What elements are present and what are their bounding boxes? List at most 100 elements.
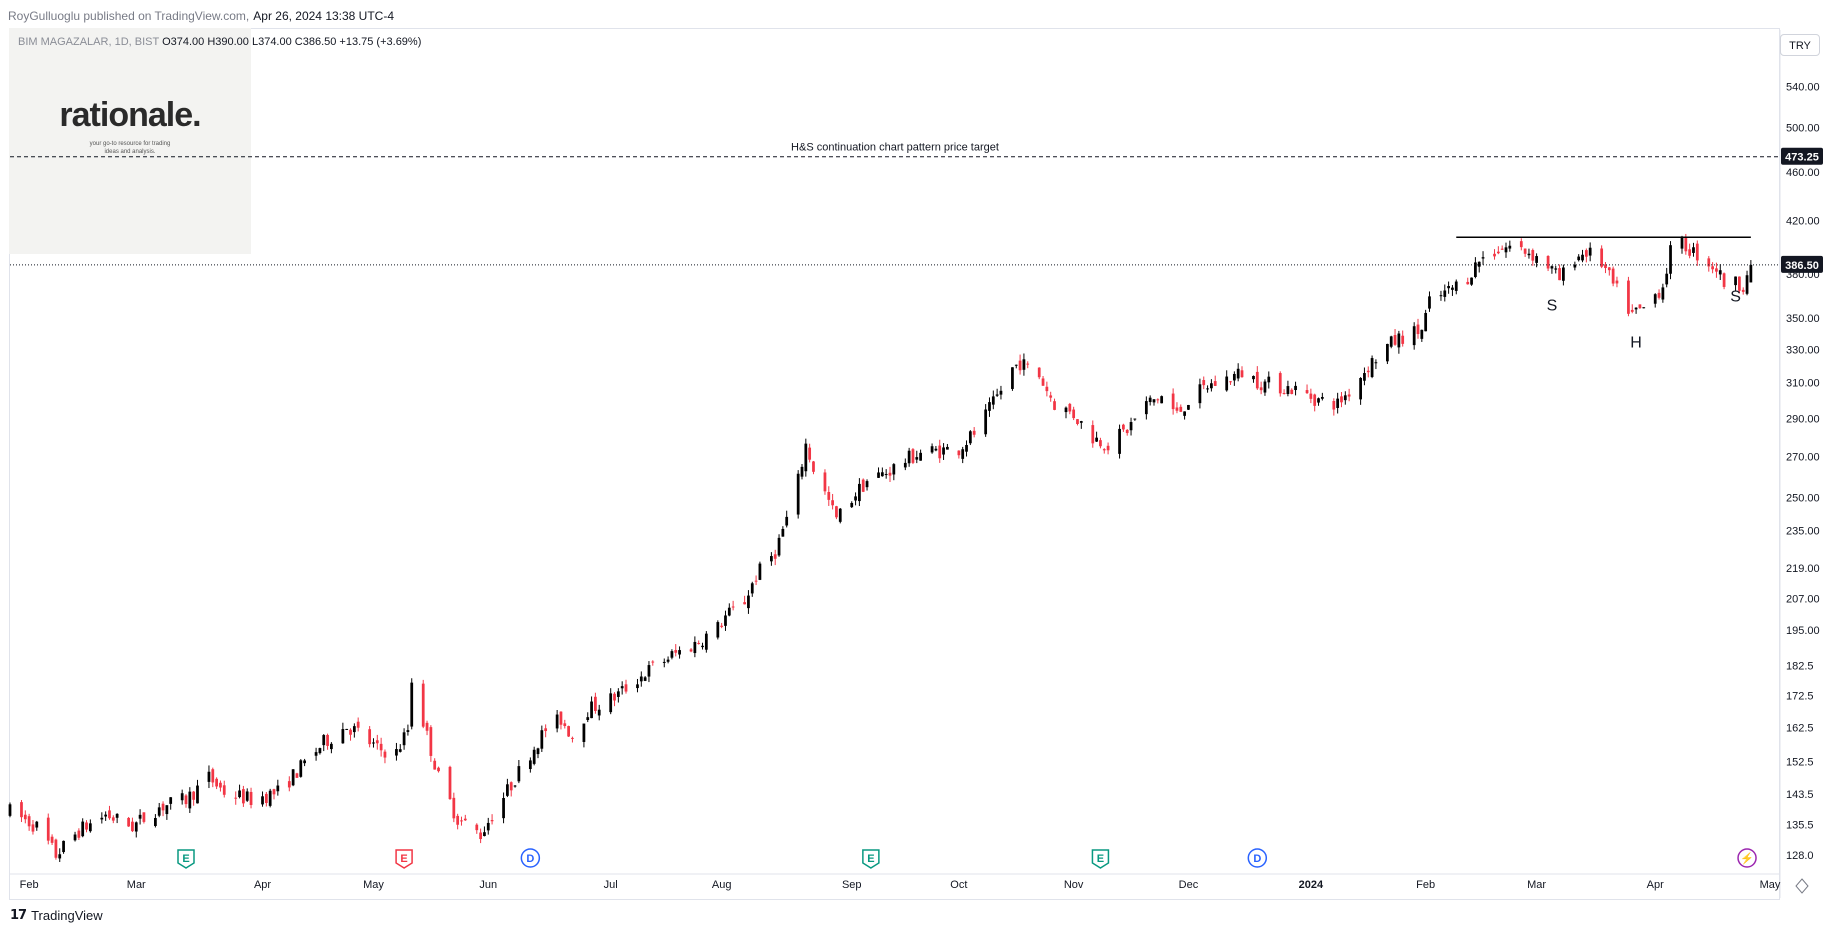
- candle: [750, 581, 754, 597]
- candle-body: [142, 812, 146, 822]
- candle-body: [1451, 287, 1454, 290]
- earnings-icon[interactable]: E: [1091, 849, 1110, 869]
- candle-body: [666, 659, 670, 662]
- candle: [85, 820, 88, 833]
- candle: [35, 820, 39, 831]
- candle-body: [1210, 383, 1213, 389]
- earnings-icon[interactable]: E: [862, 849, 880, 869]
- candle: [46, 813, 50, 845]
- publisher-text[interactable]: RoyGulluoglu published on TradingView.co…: [8, 9, 250, 23]
- candle-body: [1171, 393, 1175, 410]
- logo-tagline-line-1: your go-to resource for trading: [89, 141, 171, 147]
- symbol-name[interactable]: BIM MAGAZALAR, 1D, BIST: [18, 36, 159, 48]
- x-tick-label: Sep: [842, 879, 862, 891]
- candle-body: [433, 760, 437, 770]
- candle: [1669, 241, 1672, 280]
- candle-body: [1095, 437, 1098, 442]
- candle-body: [1183, 411, 1186, 416]
- candle-body: [509, 782, 513, 791]
- candle: [154, 814, 157, 828]
- candle-body: [693, 641, 697, 654]
- candle: [858, 478, 861, 507]
- candle: [1152, 399, 1156, 406]
- candle-body: [1125, 429, 1129, 434]
- candle-body: [1386, 343, 1389, 362]
- candle-body: [1535, 256, 1538, 263]
- candle: [701, 642, 704, 650]
- candle-body: [536, 748, 540, 755]
- candle-body: [555, 714, 559, 729]
- earnings-icon[interactable]: E: [395, 849, 413, 869]
- target-price-label: 473.25: [1785, 152, 1819, 164]
- candle: [594, 692, 597, 714]
- candle-body: [946, 446, 949, 450]
- candle-body: [196, 785, 199, 804]
- footer-brand[interactable]: TradingView: [31, 907, 103, 923]
- candle-body: [356, 721, 360, 728]
- split-icon[interactable]: ⚡: [1737, 848, 1757, 868]
- candle: [1657, 289, 1661, 300]
- candle: [678, 646, 681, 659]
- candle: [1416, 318, 1420, 339]
- candle-body: [850, 502, 854, 508]
- candle-body: [1363, 373, 1366, 381]
- axis-settings-icon: [1795, 878, 1809, 894]
- candle: [1634, 307, 1638, 314]
- candle-body: [1252, 375, 1255, 380]
- event-badge-letter: E: [867, 853, 874, 865]
- candle: [919, 449, 922, 461]
- candle: [1508, 240, 1512, 252]
- candle: [620, 681, 624, 695]
- candle: [1493, 249, 1496, 260]
- candle: [314, 747, 318, 761]
- candle: [693, 636, 697, 658]
- candle: [299, 759, 303, 778]
- dividend-icon[interactable]: D: [520, 848, 541, 868]
- candle: [892, 463, 896, 481]
- candle: [961, 446, 965, 464]
- candle-body: [383, 751, 387, 758]
- candle: [812, 460, 815, 475]
- x-tick-label: Jun: [479, 879, 497, 891]
- candle-body: [1581, 254, 1584, 261]
- candle-body: [636, 684, 639, 689]
- y-tick-label: 128.0: [1786, 850, 1814, 862]
- candle-body: [1500, 248, 1504, 250]
- currency-button[interactable]: TRY: [1780, 34, 1820, 56]
- event-badge-letter: ⚡: [1740, 852, 1754, 865]
- candle: [479, 828, 482, 844]
- candle: [1053, 398, 1056, 411]
- candle: [1600, 245, 1604, 269]
- candle: [1045, 381, 1049, 397]
- candle-body: [861, 479, 865, 492]
- candle-body: [938, 445, 942, 459]
- candle: [567, 725, 570, 737]
- dividend-icon[interactable]: D: [1247, 848, 1268, 868]
- earnings-icon[interactable]: E: [177, 849, 195, 869]
- candle-body: [379, 743, 383, 751]
- candle: [502, 792, 505, 824]
- candle-body: [1026, 363, 1030, 365]
- candle-body: [1206, 388, 1209, 390]
- candle: [1102, 448, 1106, 454]
- candle-body: [1550, 266, 1554, 269]
- candle-body: [448, 766, 452, 800]
- candle: [609, 688, 613, 715]
- candle: [1317, 397, 1320, 406]
- candle-body: [1481, 257, 1485, 259]
- candle-body: [674, 650, 678, 653]
- candle-body: [62, 840, 65, 853]
- candle-body: [1286, 386, 1290, 395]
- candle: [375, 734, 379, 750]
- candle: [995, 388, 999, 397]
- candle-body: [77, 830, 81, 838]
- candle: [1424, 309, 1428, 332]
- candle: [1340, 391, 1343, 408]
- pattern-label: S: [1547, 297, 1558, 314]
- candle-body: [911, 449, 915, 463]
- candle-body: [111, 817, 115, 821]
- candle: [1267, 371, 1271, 389]
- candle: [1049, 391, 1053, 402]
- candle: [460, 816, 463, 826]
